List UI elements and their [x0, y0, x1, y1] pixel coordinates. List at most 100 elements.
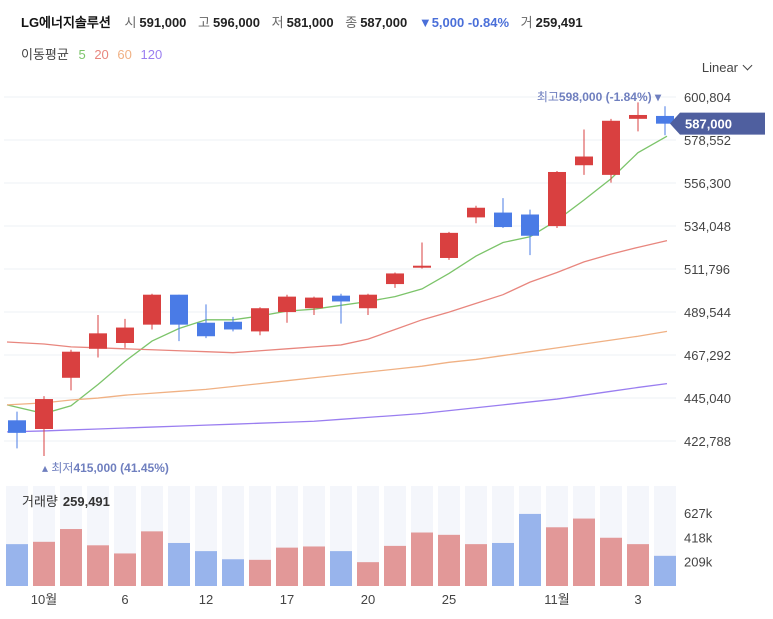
volume-value: 259,491 [535, 15, 583, 30]
ma-60-label[interactable]: 60 [117, 47, 132, 62]
date-tick-label: 12 [199, 592, 213, 607]
date-tick-label: 25 [442, 592, 456, 607]
ma-20-line [6, 239, 668, 354]
candles [8, 102, 674, 457]
volume-slot [357, 486, 379, 586]
volume-bar [195, 551, 217, 586]
price-tick-label: 578,552 [684, 133, 731, 148]
ma-60-line [6, 330, 668, 406]
stock-name: LG에너지솔루션 [21, 15, 111, 30]
volume-bar [303, 546, 325, 586]
price-tick-label: 556,300 [684, 176, 731, 191]
volume-bar [276, 547, 298, 586]
candle-body [8, 420, 26, 433]
moving-average-lines [6, 135, 668, 433]
candle-body [629, 114, 647, 119]
ma-120-line [6, 382, 668, 433]
price-tick-label: 511,796 [684, 262, 730, 277]
high-label: 고 [198, 15, 211, 30]
grid-lines [4, 96, 676, 442]
volume-bar [411, 532, 433, 586]
volume-bar [249, 559, 271, 586]
scale-dropdown[interactable]: Linear [702, 60, 753, 75]
candle-body [548, 171, 566, 227]
candle-body [602, 120, 620, 175]
volume-bar [330, 551, 352, 586]
volume-bar [168, 542, 190, 586]
candle-body [386, 273, 404, 285]
volume-bar [357, 562, 379, 586]
price-axis: 422,788 445,040 467,292 489,544 511,796 534,0… [684, 90, 731, 449]
candle-body [143, 294, 161, 325]
volume-tick-label: 209k [684, 555, 713, 570]
date-axis: 10월 6 12 17 20 25 11월 3 [31, 592, 642, 607]
price-tick-label: 489,544 [684, 305, 731, 320]
candle-body [521, 214, 539, 236]
volume-bar [384, 545, 406, 586]
close-value: 587,000 [360, 15, 408, 30]
volume-bar [6, 544, 28, 586]
candle-body [440, 232, 458, 258]
candle-body [62, 351, 80, 378]
candle-body [575, 156, 593, 166]
date-tick-label: 11월 [544, 592, 569, 607]
low-value: 581,000 [286, 15, 334, 30]
volume-bar [114, 553, 136, 586]
candle-body [656, 115, 674, 124]
candle-body [116, 327, 134, 344]
candle-body [224, 321, 242, 330]
volume-bar [438, 534, 460, 586]
volume-title-label: 거래량 [22, 494, 58, 509]
volume-bar [60, 529, 82, 586]
ma-20-label[interactable]: 20 [94, 47, 109, 62]
extreme-markers: 최고598,000 (-1.84%) ▾ ▴ 최저415,000 (41.45%) [42, 90, 662, 475]
price-tick-label: 534,048 [684, 219, 731, 234]
volume-title-value: 259,491 [63, 494, 110, 509]
open-label: 시 [124, 15, 137, 30]
candle-body [359, 294, 377, 309]
volume-bar [573, 518, 595, 586]
open-value: 591,000 [139, 15, 187, 30]
volume-axis: 209k 418k 627k [684, 506, 713, 570]
ma-5-line [6, 135, 668, 415]
volume-tick-label: 627k [684, 506, 713, 521]
volume-bar [627, 544, 649, 586]
candle-body [467, 207, 485, 218]
volume-bar [546, 527, 568, 586]
price-tick-label: 422,788 [684, 434, 731, 449]
moving-average-legend: 이동평균 5 20 60 120 [21, 44, 167, 63]
candle-body [332, 295, 350, 302]
date-tick-label: 17 [280, 592, 294, 607]
current-price-badge [670, 112, 765, 135]
volume-bars [6, 513, 676, 586]
date-tick-label: 20 [361, 592, 375, 607]
ma-legend-label: 이동평균 [21, 47, 69, 62]
date-tick-label: 3 [634, 592, 641, 607]
volume-bar [519, 513, 541, 586]
ma-5-label[interactable]: 5 [78, 47, 86, 62]
volume-bar [87, 545, 109, 586]
high-value: 596,000 [213, 15, 261, 30]
candle-body [170, 294, 188, 325]
candle-body [89, 333, 107, 349]
price-header: LG에너지솔루션 시 591,000 고 596,000 저 581,000 종 587… [21, 12, 591, 31]
candle-body [494, 212, 512, 228]
candle-body [251, 308, 269, 332]
change-value: ▼5,000 -0.84% [418, 15, 510, 30]
candle-body [35, 399, 53, 429]
price-tick-label: 467,292 [684, 348, 731, 363]
volume-title: 거래량 259,491 [22, 494, 110, 509]
volume-bar [654, 555, 676, 586]
volume-bar [33, 541, 55, 586]
ma-120-label[interactable]: 120 [140, 47, 163, 62]
date-tick-label: 6 [121, 592, 128, 607]
close-label: 종 [345, 15, 358, 30]
current-price-label: 587,000 [685, 117, 732, 132]
volume-bar [600, 537, 622, 586]
current-price-tag: 587,000 [670, 112, 765, 135]
volume-bar [141, 531, 163, 586]
candle-body [278, 296, 296, 313]
low-label: 저 [271, 15, 284, 30]
candle-body [305, 297, 323, 309]
